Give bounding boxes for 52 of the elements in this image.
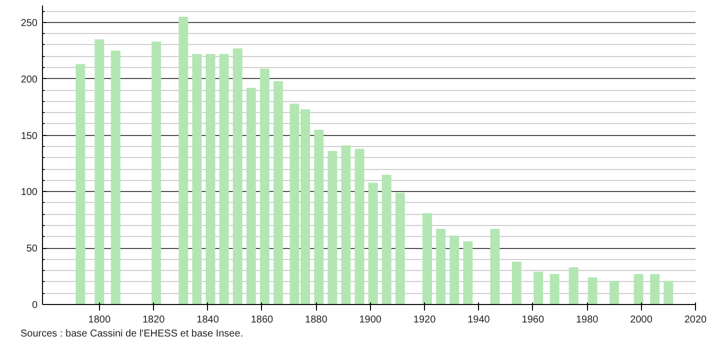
bar xyxy=(152,42,162,304)
bar xyxy=(178,16,188,304)
bar xyxy=(314,130,324,304)
bar xyxy=(219,54,229,304)
bar xyxy=(588,277,598,304)
x-tick-label: 1960 xyxy=(522,314,544,326)
bar xyxy=(450,236,460,304)
x-tick-label: 1840 xyxy=(196,314,220,326)
bar xyxy=(436,228,446,304)
bar xyxy=(463,241,473,304)
bar xyxy=(568,267,578,304)
bar xyxy=(395,192,405,304)
bar xyxy=(382,174,392,304)
bar xyxy=(550,274,560,304)
bar xyxy=(650,274,660,304)
y-tick-label: 200 xyxy=(20,74,38,86)
x-tick-label: 1880 xyxy=(305,314,328,326)
bar xyxy=(609,280,619,304)
bar xyxy=(206,54,216,304)
bar xyxy=(422,213,432,304)
x-tick-label: 1860 xyxy=(250,314,274,326)
y-tick-label: 0 xyxy=(32,300,38,311)
bar xyxy=(192,54,202,304)
x-tick-label: 1940 xyxy=(468,314,490,326)
bar xyxy=(490,228,500,304)
bar xyxy=(368,182,378,304)
bar xyxy=(110,50,120,304)
source-note: Sources : base Cassini de l'EHESS et base Insee. xyxy=(20,328,244,340)
bar xyxy=(232,48,242,304)
x-tick-label: 2020 xyxy=(684,314,708,326)
y-tick-label: 250 xyxy=(20,18,38,29)
bar xyxy=(246,88,256,304)
bar xyxy=(76,64,86,304)
x-tick-label: 1800 xyxy=(88,314,111,326)
bar xyxy=(273,81,283,304)
bar xyxy=(328,151,338,304)
x-tick-label: 1980 xyxy=(576,314,599,326)
y-tick-label: 100 xyxy=(20,187,38,198)
bar xyxy=(512,262,522,304)
bar xyxy=(354,148,364,304)
bar xyxy=(94,39,104,304)
x-tick-label: 1900 xyxy=(359,314,382,326)
bar xyxy=(260,68,270,304)
bar xyxy=(341,145,351,304)
bar xyxy=(634,274,644,304)
x-tick-label: 2000 xyxy=(630,314,653,326)
y-tick-label: 50 xyxy=(26,244,38,255)
x-tick-label: 1920 xyxy=(413,314,436,326)
x-tick-label: 1820 xyxy=(142,314,166,326)
y-tick-label: 150 xyxy=(20,130,38,142)
bar xyxy=(534,272,544,304)
bar xyxy=(664,280,674,304)
